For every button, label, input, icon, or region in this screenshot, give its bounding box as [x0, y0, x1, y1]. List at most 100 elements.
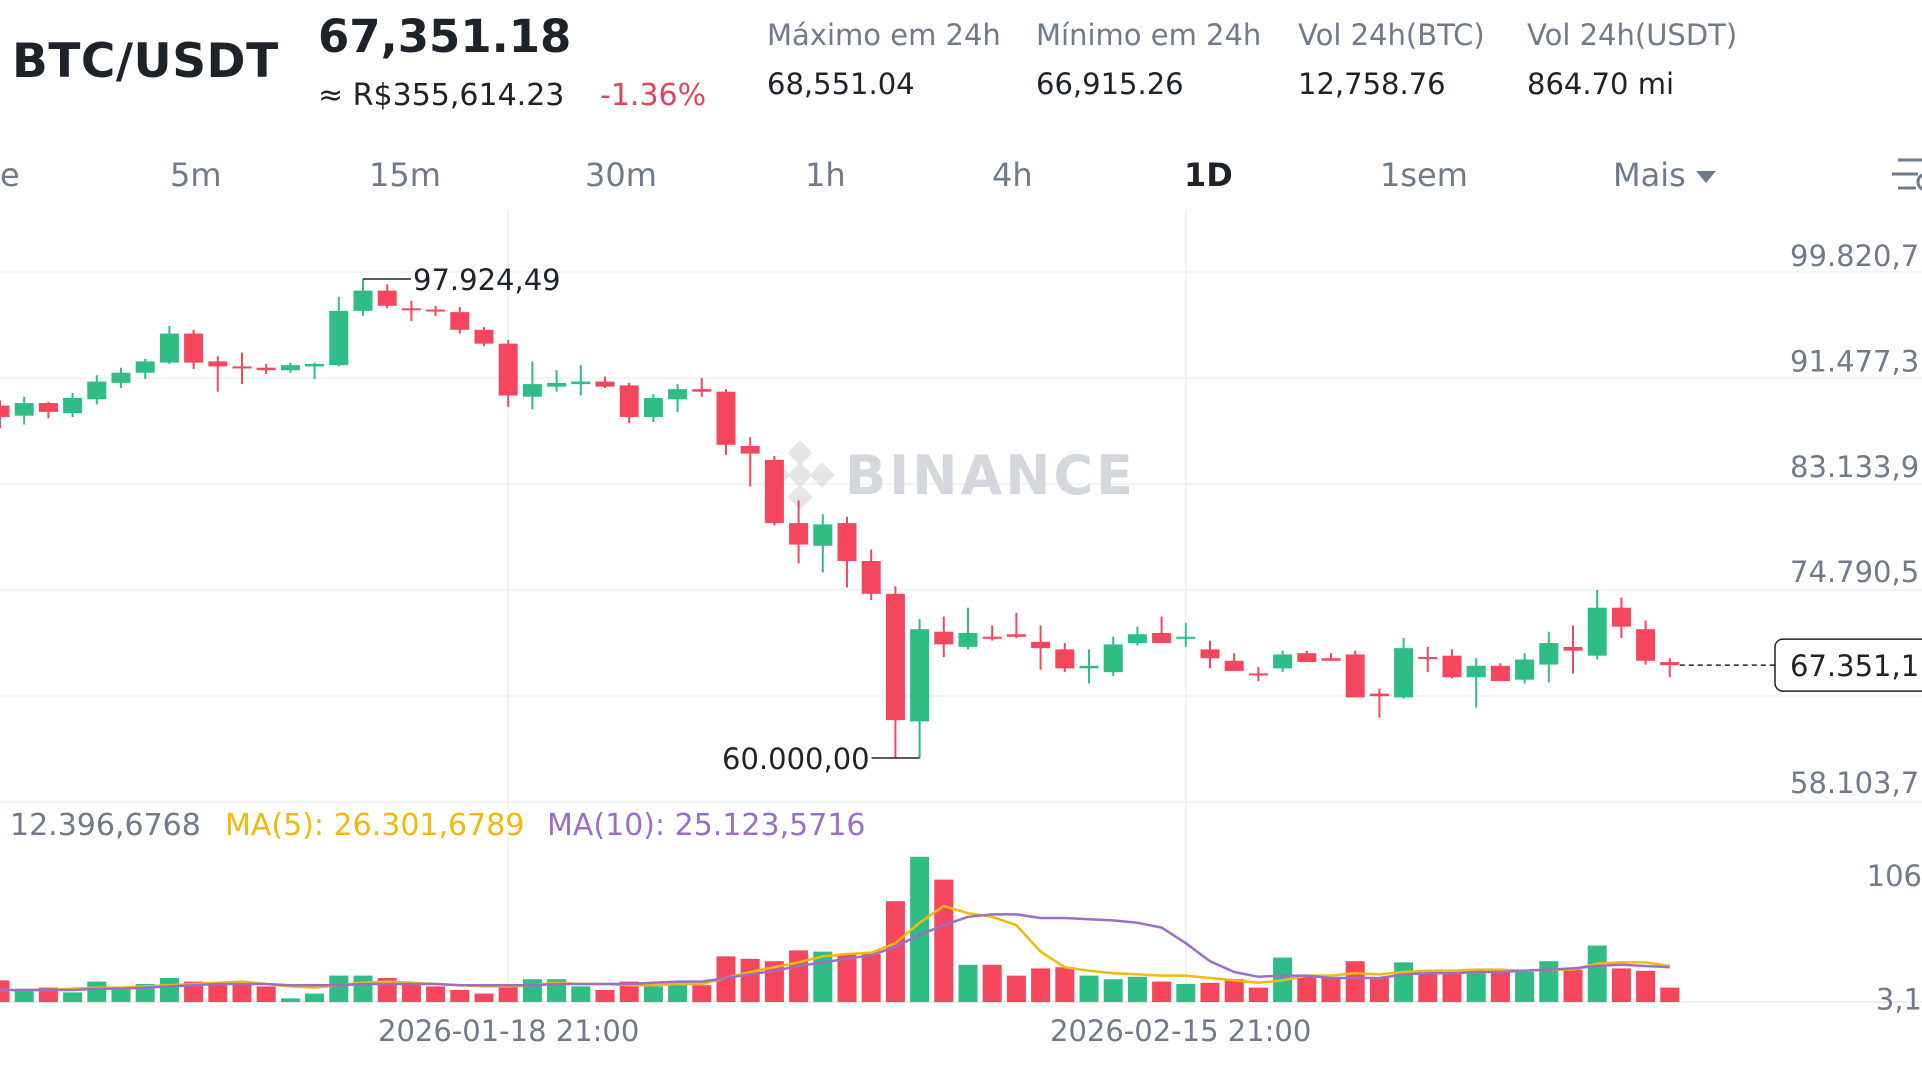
volume-bar	[1248, 987, 1268, 1002]
candle-body	[1636, 629, 1656, 661]
volume-bar	[329, 975, 349, 1002]
candle-body	[1369, 693, 1389, 697]
volume-axis-label: 106	[1867, 859, 1922, 893]
watermark-text: BINANCE	[845, 444, 1136, 507]
volume-bar	[837, 954, 857, 1002]
tab-5m[interactable]: 5m	[170, 156, 222, 194]
tab-1h[interactable]: 1h	[805, 156, 846, 194]
price-change-percent: -1.36%	[600, 78, 707, 113]
candle-body	[1539, 643, 1559, 665]
volume-ma10: MA(10): 25.123,5716	[547, 808, 866, 843]
price-axis-label: 58.103,7	[1790, 766, 1919, 800]
tab-4h[interactable]: 4h	[992, 156, 1033, 194]
candle-body	[159, 333, 179, 363]
volume-bar	[1031, 968, 1051, 1002]
volume-axis-label: 3,1	[1876, 982, 1922, 1016]
volume-bar	[643, 986, 663, 1002]
volume-bar	[1224, 979, 1244, 1002]
volume-bar	[256, 986, 276, 1002]
candle-body	[87, 381, 107, 400]
volume-value: 12.396,6768	[10, 808, 201, 843]
stat-24h-vol-usdt-value: 864.70 mi	[1527, 67, 1674, 101]
stat-24h-vol-usdt-label: Vol 24h(USDT)	[1527, 18, 1738, 52]
tab-timeframe-partial[interactable]: e	[0, 156, 20, 194]
candle-body	[716, 391, 736, 445]
chart-settings-icon[interactable]	[1892, 152, 1922, 196]
candle-body	[256, 367, 276, 371]
volume-bar	[450, 990, 470, 1002]
candle-body	[1031, 641, 1051, 649]
candle-body	[522, 384, 542, 397]
candle-body	[63, 398, 83, 414]
volume-bar	[1079, 975, 1099, 1002]
volume-bar	[595, 990, 615, 1002]
trading-pair-title: BTC/USDT	[12, 34, 279, 89]
candle-body	[1152, 632, 1172, 644]
candle-body	[692, 389, 712, 392]
volume-bar	[1055, 967, 1075, 1002]
candle-body	[934, 631, 954, 645]
candle-body	[885, 593, 905, 721]
tab-30m[interactable]: 30m	[585, 156, 657, 194]
ma10-line	[0, 913, 1670, 992]
x-axis-date-label: 2026-01-18 21:00	[378, 1014, 640, 1048]
candle-body	[111, 372, 131, 383]
candle-body	[547, 382, 567, 387]
candle-body	[1055, 649, 1075, 669]
candle-body	[0, 405, 10, 417]
volume-bar	[958, 964, 978, 1002]
stat-24h-vol-btc-value: 12,758.76	[1298, 67, 1446, 101]
candle-body	[958, 632, 978, 647]
candle-body	[1660, 662, 1680, 666]
tab-more[interactable]: Mais	[1613, 156, 1716, 194]
volume-bar	[1127, 976, 1147, 1002]
candle-body	[1611, 607, 1631, 627]
candle-body	[1345, 654, 1365, 698]
volume-bar	[910, 856, 930, 1002]
candle-body	[740, 446, 760, 454]
volume-bar	[789, 950, 809, 1002]
price-axis-label: 83.133,9	[1790, 450, 1919, 484]
candle-body	[38, 403, 58, 412]
candle-body	[426, 309, 446, 312]
candle-body	[982, 636, 1002, 639]
volume-bar	[1200, 982, 1220, 1002]
volume-ma5: MA(5): 26.301,6789	[225, 808, 525, 843]
volume-bar	[1152, 981, 1172, 1002]
candle-body	[353, 290, 373, 311]
volume-bar	[522, 979, 542, 1002]
tab-1sem[interactable]: 1sem	[1380, 156, 1468, 194]
current-price-tag	[1774, 638, 1922, 692]
candle-body	[184, 333, 204, 363]
volume-bar	[1611, 968, 1631, 1002]
volume-bar	[1345, 961, 1365, 1002]
tab-1d[interactable]: 1D	[1184, 156, 1233, 194]
candle-body	[1563, 646, 1583, 651]
caret-down-icon	[1695, 171, 1716, 183]
volume-bar	[982, 964, 1002, 1002]
candle-body	[813, 524, 833, 546]
volume-bar	[353, 975, 373, 1002]
candle-body	[1515, 659, 1535, 680]
volume-bar	[184, 981, 204, 1002]
volume-bar	[1563, 969, 1583, 1002]
volume-bar	[1006, 975, 1026, 1002]
candle-body	[280, 365, 300, 371]
candle-body	[619, 385, 639, 417]
volume-bar	[426, 986, 446, 1002]
volume-bar	[619, 981, 639, 1002]
candle-body	[329, 310, 349, 366]
volume-bar	[934, 879, 954, 1002]
candle-body	[1418, 656, 1438, 659]
volume-bar	[1466, 970, 1486, 1002]
volume-bar	[1394, 962, 1414, 1002]
volume-bar	[1636, 970, 1656, 1002]
price-axis-label: 91.477,3	[1790, 344, 1919, 378]
candle-body	[232, 366, 252, 369]
candle-body	[1224, 660, 1244, 671]
stat-24h-low-value: 66,915.26	[1036, 67, 1184, 101]
candle-body	[1200, 649, 1220, 659]
volume-bar	[159, 978, 179, 1002]
tab-15m[interactable]: 15m	[369, 156, 441, 194]
